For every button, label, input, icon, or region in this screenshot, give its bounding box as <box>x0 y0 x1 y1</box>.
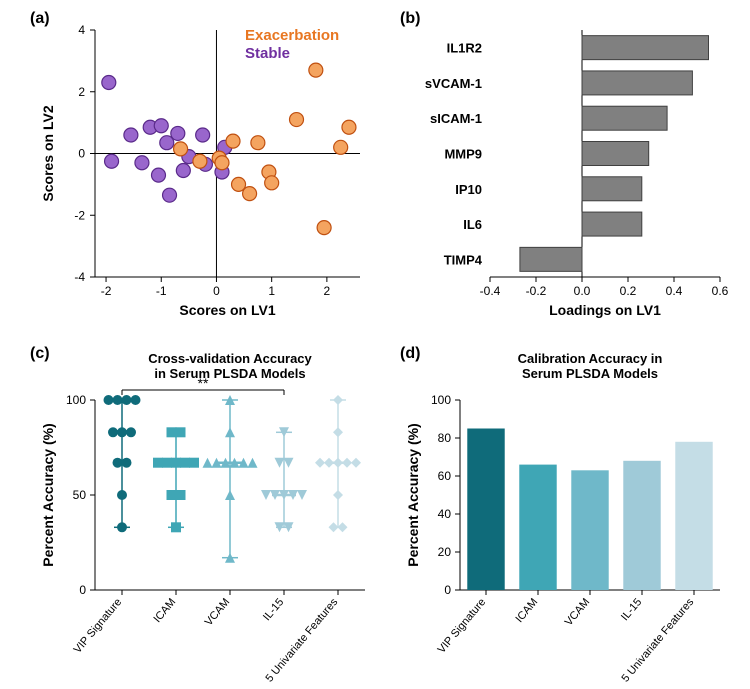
panel-c-chart: Cross-validation Accuracyin Serum PLSDA … <box>35 345 380 685</box>
svg-text:IL6: IL6 <box>463 217 482 232</box>
svg-text:0.0: 0.0 <box>574 284 591 298</box>
svg-text:ICAM: ICAM <box>151 596 178 625</box>
svg-text:-2: -2 <box>101 284 112 298</box>
svg-text:60: 60 <box>438 469 452 483</box>
svg-text:Percent Accuracy (%): Percent Accuracy (%) <box>405 423 421 566</box>
svg-text:-2: -2 <box>74 208 85 222</box>
svg-text:50: 50 <box>73 488 87 502</box>
svg-text:1: 1 <box>268 284 275 298</box>
panel-b-chart: -0.4 -0.2 0.0 0.2 0.4 0.6 Loadings on LV1 IL1R2… <box>400 15 735 325</box>
svg-text:VCAM: VCAM <box>203 596 233 628</box>
svg-text:IP10: IP10 <box>455 182 482 197</box>
svg-text:0: 0 <box>79 583 86 597</box>
svg-text:**: ** <box>198 375 209 391</box>
svg-text:0: 0 <box>444 583 451 597</box>
svg-text:VCAM: VCAM <box>563 596 593 628</box>
svg-text:2: 2 <box>324 284 331 298</box>
svg-text:Loadings on LV1: Loadings on LV1 <box>549 302 661 318</box>
svg-text:0.4: 0.4 <box>666 284 683 298</box>
svg-text:in Serum PLSDA Models: in Serum PLSDA Models <box>154 366 305 381</box>
svg-text:4: 4 <box>78 23 85 37</box>
svg-text:IL-15: IL-15 <box>619 596 644 623</box>
svg-text:Serum PLSDA Models: Serum PLSDA Models <box>522 366 658 381</box>
svg-text:sICAM-1: sICAM-1 <box>430 111 482 126</box>
svg-text:-4: -4 <box>74 270 85 284</box>
svg-text:-1: -1 <box>156 284 167 298</box>
svg-text:Stable: Stable <box>245 45 290 62</box>
svg-text:Percent Accuracy (%): Percent Accuracy (%) <box>40 423 56 566</box>
svg-text:20: 20 <box>438 545 452 559</box>
svg-text:ICAM: ICAM <box>513 596 540 625</box>
svg-text:0: 0 <box>213 284 220 298</box>
svg-text:-0.2: -0.2 <box>526 284 547 298</box>
svg-text:Scores on LV2: Scores on LV2 <box>40 105 56 201</box>
svg-text:Cross-validation Accuracy: Cross-validation Accuracy <box>148 351 312 366</box>
svg-text:MMP9: MMP9 <box>444 147 482 162</box>
svg-text:sVCAM-1: sVCAM-1 <box>425 76 482 91</box>
svg-text:Scores on LV1: Scores on LV1 <box>179 302 275 318</box>
svg-text:TIMP4: TIMP4 <box>444 252 483 267</box>
svg-text:0.6: 0.6 <box>712 284 729 298</box>
svg-text:VIP Signature: VIP Signature <box>72 596 125 656</box>
svg-text:100: 100 <box>66 393 86 407</box>
svg-text:Exacerbation: Exacerbation <box>245 27 339 44</box>
svg-text:IL1R2: IL1R2 <box>447 41 482 56</box>
svg-text:IL-15: IL-15 <box>261 596 286 623</box>
svg-text:0.2: 0.2 <box>620 284 637 298</box>
svg-text:40: 40 <box>438 507 452 521</box>
svg-text:VIP Signature: VIP Signature <box>436 596 489 656</box>
svg-text:-0.4: -0.4 <box>480 284 501 298</box>
svg-text:2: 2 <box>78 85 85 99</box>
svg-text:80: 80 <box>438 431 452 445</box>
svg-text:0: 0 <box>78 147 85 161</box>
svg-text:100: 100 <box>431 393 451 407</box>
panel-d-chart: Calibration Accuracy inSerum PLSDA Model… <box>400 345 735 685</box>
panel-a-chart: -2 -1 0 1 2 -4 -2 0 2 4 Scores on LV1 Scores on LV2… <box>35 15 375 325</box>
svg-text:Calibration Accuracy in: Calibration Accuracy in <box>518 351 663 366</box>
